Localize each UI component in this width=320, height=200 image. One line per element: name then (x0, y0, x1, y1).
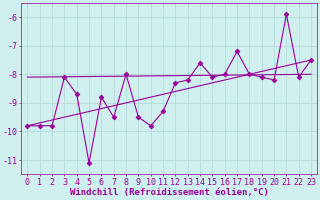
X-axis label: Windchill (Refroidissement éolien,°C): Windchill (Refroidissement éolien,°C) (70, 188, 269, 197)
